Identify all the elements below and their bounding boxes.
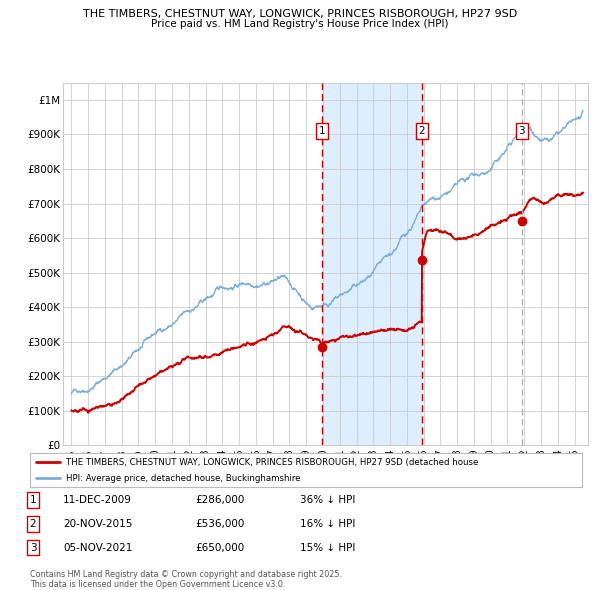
Text: THE TIMBERS, CHESTNUT WAY, LONGWICK, PRINCES RISBOROUGH, HP27 9SD (detached hous: THE TIMBERS, CHESTNUT WAY, LONGWICK, PRI…	[66, 458, 478, 467]
Text: 16% ↓ HPI: 16% ↓ HPI	[300, 519, 355, 529]
Text: 20-NOV-2015: 20-NOV-2015	[63, 519, 133, 529]
Bar	[322, 83, 422, 445]
Text: HPI: Average price, detached house, Buckinghamshire: HPI: Average price, detached house, Buck…	[66, 474, 301, 483]
Text: £536,000: £536,000	[195, 519, 244, 529]
Text: Contains HM Land Registry data © Crown copyright and database right 2025.
This d: Contains HM Land Registry data © Crown c…	[30, 570, 342, 589]
Text: 1: 1	[319, 126, 325, 136]
Text: 36% ↓ HPI: 36% ↓ HPI	[300, 496, 355, 505]
Text: £650,000: £650,000	[195, 543, 244, 552]
Text: 3: 3	[518, 126, 525, 136]
Text: 11-DEC-2009: 11-DEC-2009	[63, 496, 132, 505]
Text: THE TIMBERS, CHESTNUT WAY, LONGWICK, PRINCES RISBOROUGH, HP27 9SD: THE TIMBERS, CHESTNUT WAY, LONGWICK, PRI…	[83, 9, 517, 19]
Text: 2: 2	[418, 126, 425, 136]
Text: 3: 3	[29, 543, 37, 552]
Text: 2: 2	[29, 519, 37, 529]
Text: 1: 1	[29, 496, 37, 505]
Text: £286,000: £286,000	[195, 496, 244, 505]
Text: 05-NOV-2021: 05-NOV-2021	[63, 543, 133, 552]
Text: 15% ↓ HPI: 15% ↓ HPI	[300, 543, 355, 552]
Text: Price paid vs. HM Land Registry's House Price Index (HPI): Price paid vs. HM Land Registry's House …	[151, 19, 449, 30]
